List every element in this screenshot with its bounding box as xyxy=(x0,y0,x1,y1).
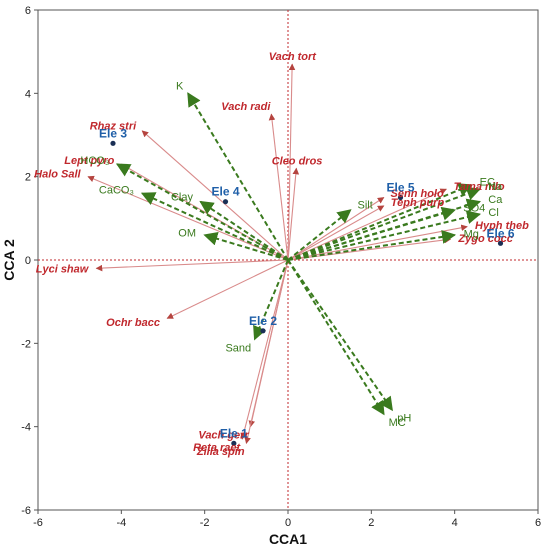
x-tick-label: 6 xyxy=(535,517,541,529)
site-label: Ele 5 xyxy=(386,181,414,195)
environment-label: Na xyxy=(488,181,503,193)
site-point xyxy=(260,328,266,334)
site-point xyxy=(397,194,404,201)
species-arrow xyxy=(287,167,300,261)
point-labels: Vach tort Vach radi Rhaz stri Lept pyro Halo… xyxy=(34,51,529,458)
species-arrow xyxy=(95,259,289,272)
environment-label: Sand xyxy=(225,342,251,354)
environment-arrow xyxy=(140,192,289,261)
y-tick-label: 0 xyxy=(25,255,31,267)
species-arrow xyxy=(287,63,296,261)
site-label: Ele 6 xyxy=(486,226,514,240)
x-tick-label: -2 xyxy=(200,517,210,529)
species-label: Rhaz stri xyxy=(90,121,137,133)
environment-arrow xyxy=(253,259,289,341)
x-axis-title: CCA1 xyxy=(269,531,307,547)
site-points xyxy=(110,140,504,446)
species-arrow xyxy=(141,130,289,261)
site-point xyxy=(110,140,116,146)
environment-arrow xyxy=(287,186,481,261)
x-tick-label: 0 xyxy=(285,517,291,529)
species-label: Vach gerr xyxy=(198,429,249,441)
species-label: Teph purp xyxy=(391,197,445,209)
species-arrow xyxy=(244,259,289,444)
y-axis-title: CCA 2 xyxy=(1,239,17,281)
environment-label: Clay xyxy=(171,192,194,204)
x-tick-label: -6 xyxy=(33,517,43,529)
environment-label: HCO₃ xyxy=(80,155,109,167)
species-arrow xyxy=(240,259,289,440)
y-tick-label: 4 xyxy=(25,88,31,100)
environment-label: MC xyxy=(389,417,406,429)
environment-arrow xyxy=(199,200,289,261)
site-point xyxy=(497,240,504,246)
site-point xyxy=(222,199,229,205)
environment-arrow xyxy=(187,92,289,261)
species-arrow xyxy=(268,113,289,261)
y-tick-label: -6 xyxy=(21,505,31,517)
environment-arrow xyxy=(203,231,289,261)
environment-label: Silt xyxy=(358,199,373,211)
environment-arrow xyxy=(115,163,289,261)
environment-arrow xyxy=(287,210,482,261)
species-label: Ochr bacc xyxy=(106,317,160,329)
y-tick-label: 6 xyxy=(25,5,31,17)
species-label: Lyci shaw xyxy=(36,264,90,276)
environment-arrow xyxy=(287,229,457,261)
environment-label: SO4 xyxy=(463,202,485,214)
species-label: Vach tort xyxy=(269,51,318,63)
environment-arrow xyxy=(287,206,457,261)
site-label: Ele 4 xyxy=(211,185,239,199)
species-arrow xyxy=(287,197,385,261)
axis-ticks: -6 -4 -2 0 2 4 6 -6 -4 -2 0 2 4 6 xyxy=(21,5,541,529)
environment-label: K xyxy=(176,81,184,93)
species-label: Halo Sall xyxy=(34,169,81,181)
environment-arrow xyxy=(287,209,352,261)
y-tick-label: -4 xyxy=(21,422,31,434)
environment-label: CaCO₃ xyxy=(99,185,134,197)
site-label: Ele 3 xyxy=(99,126,127,140)
environment-label: pH xyxy=(397,412,411,424)
species-label: Zilla spin xyxy=(196,446,245,458)
environment-label: Ca xyxy=(488,194,503,206)
species-label: Reta raet xyxy=(193,442,241,454)
species-label: Cleo dros xyxy=(272,155,323,167)
species-arrow xyxy=(287,224,468,261)
environment-arrow xyxy=(287,183,473,261)
species-label: Tama nilo xyxy=(454,181,505,193)
species-label: Senn holo xyxy=(391,188,444,200)
site-point xyxy=(231,440,237,446)
y-tick-label: 2 xyxy=(25,172,31,184)
species-arrow xyxy=(87,175,289,261)
species-label: Hyph theb xyxy=(475,220,529,232)
environment-label: Cl xyxy=(488,207,498,219)
site-label: Ele 1 xyxy=(220,426,248,440)
environment-label: EC xyxy=(480,177,495,189)
species-label: Lept pyro xyxy=(64,155,114,167)
x-tick-label: 4 xyxy=(452,517,458,529)
x-tick-label: 2 xyxy=(368,517,374,529)
species-arrow xyxy=(166,259,289,319)
environment-arrow xyxy=(287,259,385,416)
environment-label: OM xyxy=(178,227,196,239)
species-arrow xyxy=(287,205,385,261)
species-label: Zygo cocc xyxy=(457,233,512,245)
environment-arrows xyxy=(115,92,482,416)
site-label: Ele 2 xyxy=(249,314,277,328)
species-label: Vach radi xyxy=(221,101,271,113)
environment-label: Mg xyxy=(464,229,479,241)
x-tick-label: -4 xyxy=(116,517,126,529)
y-tick-label: -2 xyxy=(21,338,31,350)
environment-arrow xyxy=(287,259,393,412)
